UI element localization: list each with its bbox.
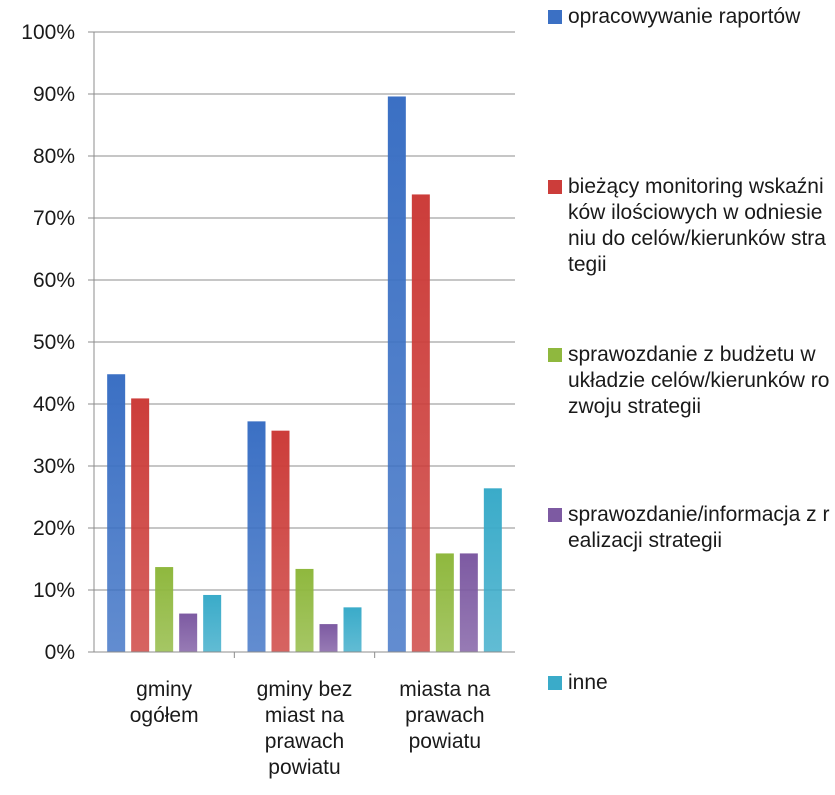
legend-swatch [548,180,562,194]
legend-label: opracowywanie raportów [568,5,801,28]
legend-swatch [548,348,562,362]
bar [131,398,150,652]
y-tick-label: 20% [33,517,75,540]
bar [435,553,454,652]
bar [483,488,502,652]
y-tick-label: 80% [33,145,75,168]
bar [319,624,338,652]
legend-item: sprawozdanie z budżetu w układzie celów/… [548,342,830,420]
x-tick-label: gminy bez miast na prawach powiatu [257,678,353,779]
axes [93,32,515,658]
y-tick-label: 90% [33,83,75,106]
legend-label: inne [568,671,608,694]
gridlines [94,31,515,591]
y-tick-label: 50% [33,331,75,354]
y-tick-label: 0% [45,641,75,664]
bar [179,613,198,652]
legend-label: bieżący monitoring wskaźników ilościowyc… [568,175,826,276]
y-tick-label: 70% [33,207,75,230]
y-tick-label: 10% [33,579,75,602]
legend-swatch [548,676,562,690]
y-tick-label: 60% [33,269,75,292]
bar-chart: 0% 10% 20% 30% 40% 50% 60% 70% 80% 90% 100% gminy o… [21,21,515,779]
x-tick-label: miasta na prawach powiatu [399,678,490,753]
legend-swatch [548,508,562,522]
bar [107,374,126,652]
y-tick-label: 30% [33,455,75,478]
legend-swatch [548,10,562,24]
bar [247,421,266,652]
bar [387,96,406,653]
bar [155,567,174,652]
bars [107,96,502,653]
bar [343,607,362,652]
legend-item: bieżący monitoring wskaźników ilościowyc… [548,174,830,278]
legend-item: opracowywanie raportów [548,4,830,30]
legend-item: inne [548,670,830,696]
x-axis-labels: gminy ogółem gminy bez miast na prawach powia… [130,678,491,779]
bar [411,194,430,652]
y-tick-label: 100% [21,21,75,44]
bar [271,430,290,652]
legend-label: sprawozdanie/informacja z realizacji str… [568,503,830,552]
legend: opracowywanie raportów bieżący monitoring… [548,0,835,795]
bar [295,568,314,652]
legend-label: sprawozdanie z budżetu w układzie celów/… [568,343,830,418]
y-axis-ticks: 0% 10% 20% 30% 40% 50% 60% 70% 80% 90% 100% [21,21,94,664]
bar [203,594,222,652]
legend-item: sprawozdanie/informacja z realizacji str… [548,502,830,554]
x-tick-label: gminy ogółem [130,678,199,727]
y-tick-label: 40% [33,393,75,416]
bar [459,553,478,652]
